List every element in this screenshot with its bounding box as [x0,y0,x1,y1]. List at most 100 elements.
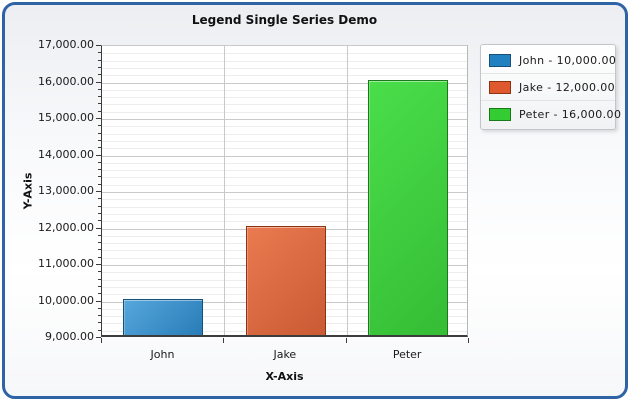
legend-swatch [489,107,511,121]
y-gridline-minor [102,104,467,106]
y-minor-tick [98,256,101,258]
x-axis-title: X-Axis [265,370,304,383]
y-gridline-major [102,119,467,120]
x-gridline-major [224,46,226,335]
y-gridline-minor [102,126,467,128]
y-major-tick [96,300,101,302]
y-gridline-minor [102,148,467,150]
x-category-label: Jake [273,348,297,361]
y-major-tick [96,45,101,46]
y-gridline-minor [102,89,467,91]
y-minor-tick [98,271,101,273]
y-minor-tick [98,169,101,171]
y-tick-label: 15,000.00 [38,111,94,124]
y-minor-tick [98,285,101,287]
y-minor-tick [98,212,101,214]
y-tick-label: 14,000.00 [38,147,94,161]
x-category-label: John [150,348,175,361]
y-minor-tick [98,66,101,68]
legend-label: Peter - 16,000.00 [519,107,622,121]
y-minor-tick [98,52,101,54]
legend-label: Jake - 12,000.00 [519,80,616,94]
y-minor-tick [98,74,101,76]
y-minor-tick [98,59,101,61]
y-minor-tick [98,205,101,207]
legend-entry[interactable]: Peter - 16,000.00 [481,100,621,127]
y-tick-label: 13,000.00 [38,184,94,197]
y-gridline-major [102,155,467,157]
legend: John - 10,000.00 Jake - 12,000.00 Peter - … [480,44,621,130]
y-major-tick [96,81,101,83]
y-tick-label: 9,000.00 [45,330,94,343]
y-major-tick [96,154,101,156]
bar-jake[interactable] [245,225,326,335]
y-minor-tick [98,322,101,324]
y-major-tick [96,264,101,265]
y-gridline-minor [102,60,467,62]
x-gridline-major [346,46,348,335]
y-gridline-minor [102,199,467,201]
y-minor-tick [98,242,101,244]
y-major-tick [96,118,101,119]
y-minor-tick [98,125,101,127]
y-minor-tick [98,183,101,185]
y-tick-label: 11,000.00 [38,257,94,270]
y-gridline-major [102,82,467,84]
legend-entry[interactable]: John - 10,000.00 [481,47,617,73]
y-minor-tick [98,315,101,317]
y-minor-tick [98,307,101,309]
y-minor-tick [98,176,101,178]
y-minor-tick [98,293,101,295]
y-minor-tick [98,147,101,149]
y-gridline-major [102,192,467,193]
y-minor-tick [98,88,101,90]
y-minor-tick [98,278,101,280]
y-tick-label: 10,000.00 [38,293,94,307]
y-minor-tick [98,96,101,98]
y-gridline-minor [102,53,467,55]
legend-entry[interactable]: Jake - 12,000.00 [481,73,615,100]
y-tick-label: 17,000.00 [38,38,94,51]
x-major-tick [223,338,225,343]
y-minor-tick [98,103,101,105]
y-gridline-minor [102,184,467,186]
y-minor-tick [98,161,101,163]
y-gridline-minor [102,221,467,223]
chart-title: Legend Single Series Demo [191,13,378,27]
x-major-tick [468,338,469,343]
plot-area [101,45,468,337]
y-gridline-minor [102,177,467,179]
y-gridline-minor [102,67,467,69]
y-major-tick [96,227,101,229]
y-gridline-minor [102,133,467,135]
y-minor-tick [98,132,101,134]
y-gridline-minor [102,170,467,172]
bar-john[interactable] [123,298,204,335]
y-gridline-minor [102,206,467,208]
y-minor-tick [98,110,101,112]
legend-swatch [489,80,511,94]
x-major-tick [345,338,347,343]
y-minor-tick [98,249,101,251]
y-minor-tick [98,329,101,331]
x-category-label: Peter [392,348,422,361]
bar-peter[interactable] [367,79,448,335]
y-minor-tick [98,198,101,200]
y-minor-tick [98,139,101,141]
y-gridline-minor [102,111,467,113]
x-major-tick [101,338,102,343]
y-gridline-minor [102,213,467,215]
y-minor-tick [98,234,101,236]
y-major-tick [96,337,101,338]
y-minor-tick [98,220,101,222]
y-tick-label: 12,000.00 [38,220,94,234]
y-gridline-minor [102,75,467,77]
y-tick-label: 16,000.00 [38,74,94,88]
legend-label: John - 10,000.00 [519,53,617,67]
y-gridline-minor [102,97,467,99]
y-major-tick [96,191,101,192]
legend-swatch [489,53,511,67]
y-gridline-minor [102,140,467,142]
y-gridline-minor [102,162,467,164]
